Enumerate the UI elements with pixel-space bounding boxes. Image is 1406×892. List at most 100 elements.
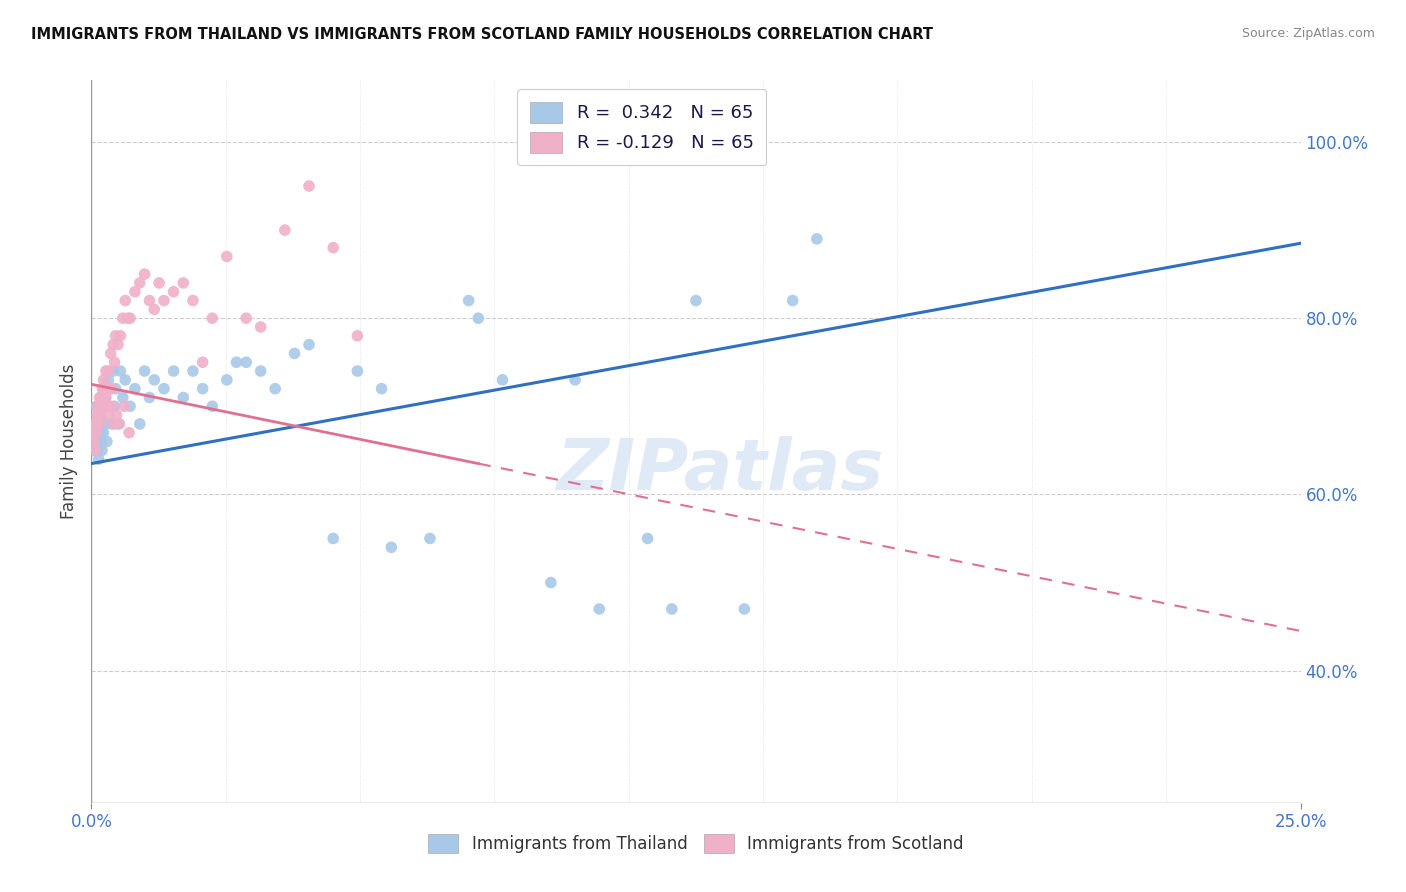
- Point: [215, 250, 238, 264]
- Point: [86, 417, 108, 431]
- Point: [104, 399, 127, 413]
- Point: [108, 417, 131, 431]
- Point: [153, 382, 176, 396]
- Point: [491, 373, 513, 387]
- Point: [101, 364, 124, 378]
- Point: [162, 285, 184, 299]
- Point: [93, 425, 115, 440]
- Point: [94, 417, 117, 431]
- Point: [96, 399, 118, 413]
- Point: [90, 399, 112, 413]
- Point: [87, 452, 110, 467]
- Point: [134, 267, 156, 281]
- Point: [83, 443, 105, 458]
- Point: [120, 311, 142, 326]
- Point: [114, 373, 136, 387]
- Point: [685, 293, 707, 308]
- Point: [249, 364, 271, 378]
- Point: [162, 364, 184, 378]
- Point: [94, 364, 117, 378]
- Point: [128, 276, 150, 290]
- Point: [112, 399, 135, 413]
- Point: [91, 382, 114, 396]
- Point: [540, 575, 562, 590]
- Point: [346, 364, 368, 378]
- Point: [588, 602, 610, 616]
- Point: [100, 382, 122, 396]
- Legend: Immigrants from Thailand, Immigrants from Scotland: Immigrants from Thailand, Immigrants fro…: [422, 827, 970, 860]
- Point: [120, 399, 142, 413]
- Point: [93, 382, 115, 396]
- Point: [118, 425, 141, 440]
- Point: [114, 293, 136, 308]
- Point: [124, 382, 146, 396]
- Point: [225, 355, 247, 369]
- Point: [191, 355, 214, 369]
- Point: [83, 425, 105, 440]
- Point: [148, 276, 170, 290]
- Point: [564, 373, 586, 387]
- Point: [467, 311, 489, 326]
- Point: [89, 417, 111, 431]
- Point: [97, 364, 120, 378]
- Point: [181, 293, 204, 308]
- Point: [84, 417, 107, 431]
- Text: Source: ZipAtlas.com: Source: ZipAtlas.com: [1241, 27, 1375, 40]
- Point: [111, 311, 134, 326]
- Text: ZIPatlas: ZIPatlas: [557, 436, 884, 505]
- Point: [283, 346, 305, 360]
- Point: [87, 408, 110, 422]
- Point: [93, 373, 115, 387]
- Point: [733, 602, 755, 616]
- Point: [84, 425, 107, 440]
- Point: [370, 382, 392, 396]
- Point: [103, 417, 125, 431]
- Point: [101, 399, 124, 413]
- Point: [104, 328, 127, 343]
- Point: [117, 311, 139, 326]
- Y-axis label: Family Households: Family Households: [59, 364, 77, 519]
- Point: [215, 373, 238, 387]
- Point: [806, 232, 828, 246]
- Point: [90, 408, 112, 422]
- Text: IMMIGRANTS FROM THAILAND VS IMMIGRANTS FROM SCOTLAND FAMILY HOUSEHOLDS CORRELATI: IMMIGRANTS FROM THAILAND VS IMMIGRANTS F…: [31, 27, 934, 42]
- Point: [128, 417, 150, 431]
- Point: [84, 399, 107, 413]
- Point: [87, 417, 110, 431]
- Point: [322, 241, 344, 255]
- Point: [101, 337, 124, 351]
- Point: [89, 399, 111, 413]
- Point: [235, 311, 257, 326]
- Point: [172, 391, 194, 405]
- Point: [100, 417, 122, 431]
- Point: [93, 399, 115, 413]
- Point: [97, 408, 120, 422]
- Point: [782, 293, 804, 308]
- Point: [94, 391, 117, 405]
- Point: [90, 391, 112, 405]
- Point: [419, 532, 441, 546]
- Point: [274, 223, 297, 237]
- Point: [90, 434, 112, 449]
- Point: [104, 382, 127, 396]
- Point: [104, 355, 127, 369]
- Point: [98, 382, 121, 396]
- Point: [201, 311, 224, 326]
- Point: [264, 382, 287, 396]
- Point: [110, 328, 132, 343]
- Point: [100, 382, 122, 396]
- Point: [105, 408, 128, 422]
- Point: [143, 302, 166, 317]
- Point: [91, 399, 114, 413]
- Point: [86, 434, 108, 449]
- Point: [91, 443, 114, 458]
- Point: [83, 434, 105, 449]
- Point: [84, 417, 107, 431]
- Point: [298, 179, 321, 194]
- Point: [380, 541, 402, 555]
- Point: [191, 382, 214, 396]
- Point: [661, 602, 683, 616]
- Point: [322, 532, 344, 546]
- Point: [346, 328, 368, 343]
- Point: [87, 408, 110, 422]
